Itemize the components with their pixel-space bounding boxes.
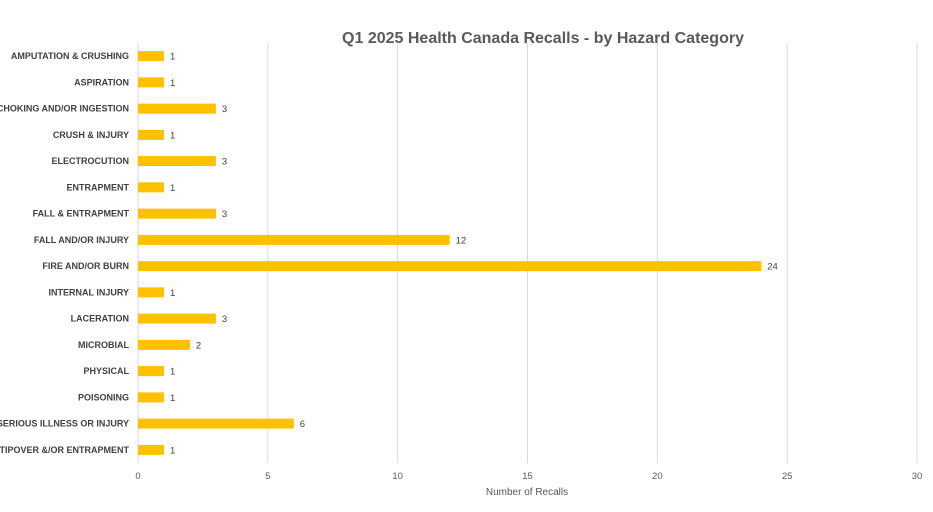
data-label: 3	[222, 157, 227, 168]
category-label: INTERNAL INJURY	[48, 287, 129, 297]
category-label: PHYSICAL	[83, 366, 129, 376]
bar	[138, 444, 164, 455]
bar	[138, 339, 190, 350]
category-label: ENTRAPMENT	[67, 182, 130, 192]
bar	[138, 366, 164, 377]
category-label: AMPUTATION & CRUSHING	[11, 51, 129, 61]
gridlines	[137, 43, 918, 463]
x-tick-label: 5	[265, 471, 270, 482]
category-label: SERIOUS ILLNESS OR INJURY	[0, 419, 129, 429]
data-label: 6	[300, 419, 305, 430]
data-label: 3	[222, 314, 227, 325]
bar	[138, 313, 216, 324]
x-tick-label: 10	[392, 471, 403, 482]
category-label: ASPIRATION	[74, 77, 129, 87]
category-label: POISONING	[78, 392, 129, 402]
data-label: 1	[170, 288, 175, 299]
x-tick-label: 30	[912, 471, 923, 482]
data-label: 1	[170, 130, 175, 141]
x-axis-label: Number of Recalls	[486, 487, 568, 498]
category-label: FALL & ENTRAPMENT	[33, 209, 130, 219]
data-label: 3	[222, 209, 227, 220]
x-tick-label: 0	[135, 471, 140, 482]
category-label: ELECTROCUTION	[52, 156, 130, 166]
bar	[138, 418, 294, 429]
x-tick-labels: 0 5 10 15 20 25 30	[135, 471, 922, 482]
x-tick-label: 15	[522, 471, 533, 482]
bar	[138, 129, 164, 140]
bar	[138, 261, 762, 272]
chart-title: Q1 2025 Health Canada Recalls - by Hazar…	[342, 30, 744, 47]
category-label: FALL AND/OR INJURY	[34, 235, 129, 245]
data-label: 1	[170, 393, 175, 404]
data-label: 1	[170, 445, 175, 456]
bar	[138, 156, 216, 167]
data-label: 3	[222, 104, 227, 115]
bar	[138, 392, 164, 403]
category-label: FIRE AND/OR BURN	[42, 261, 129, 271]
bar	[138, 51, 164, 62]
data-label: 1	[170, 367, 175, 378]
bar	[138, 103, 216, 114]
data-label: 1	[170, 78, 175, 89]
category-label: MICROBIAL	[78, 340, 129, 350]
data-label: 1	[170, 183, 175, 194]
x-tick-label: 25	[782, 471, 793, 482]
category-label: TIPOVER &/OR ENTRAPMENT	[0, 445, 129, 455]
data-label: 1	[170, 52, 175, 63]
bar	[138, 77, 164, 88]
bar	[138, 182, 164, 193]
category-label: CRUSH & INJURY	[53, 130, 129, 140]
category-labels: AMPUTATION & CRUSHING ASPIRATION CHOKING A…	[0, 51, 130, 455]
x-tick-label: 20	[652, 471, 663, 482]
bar	[138, 234, 450, 245]
bar	[138, 208, 216, 219]
data-label: 12	[456, 235, 467, 246]
category-label: CHOKING AND/OR INGESTION	[0, 104, 129, 114]
bar	[138, 287, 164, 298]
data-label: 2	[196, 340, 201, 351]
data-label: 24	[767, 262, 778, 273]
category-label: LACERATION	[71, 314, 129, 324]
